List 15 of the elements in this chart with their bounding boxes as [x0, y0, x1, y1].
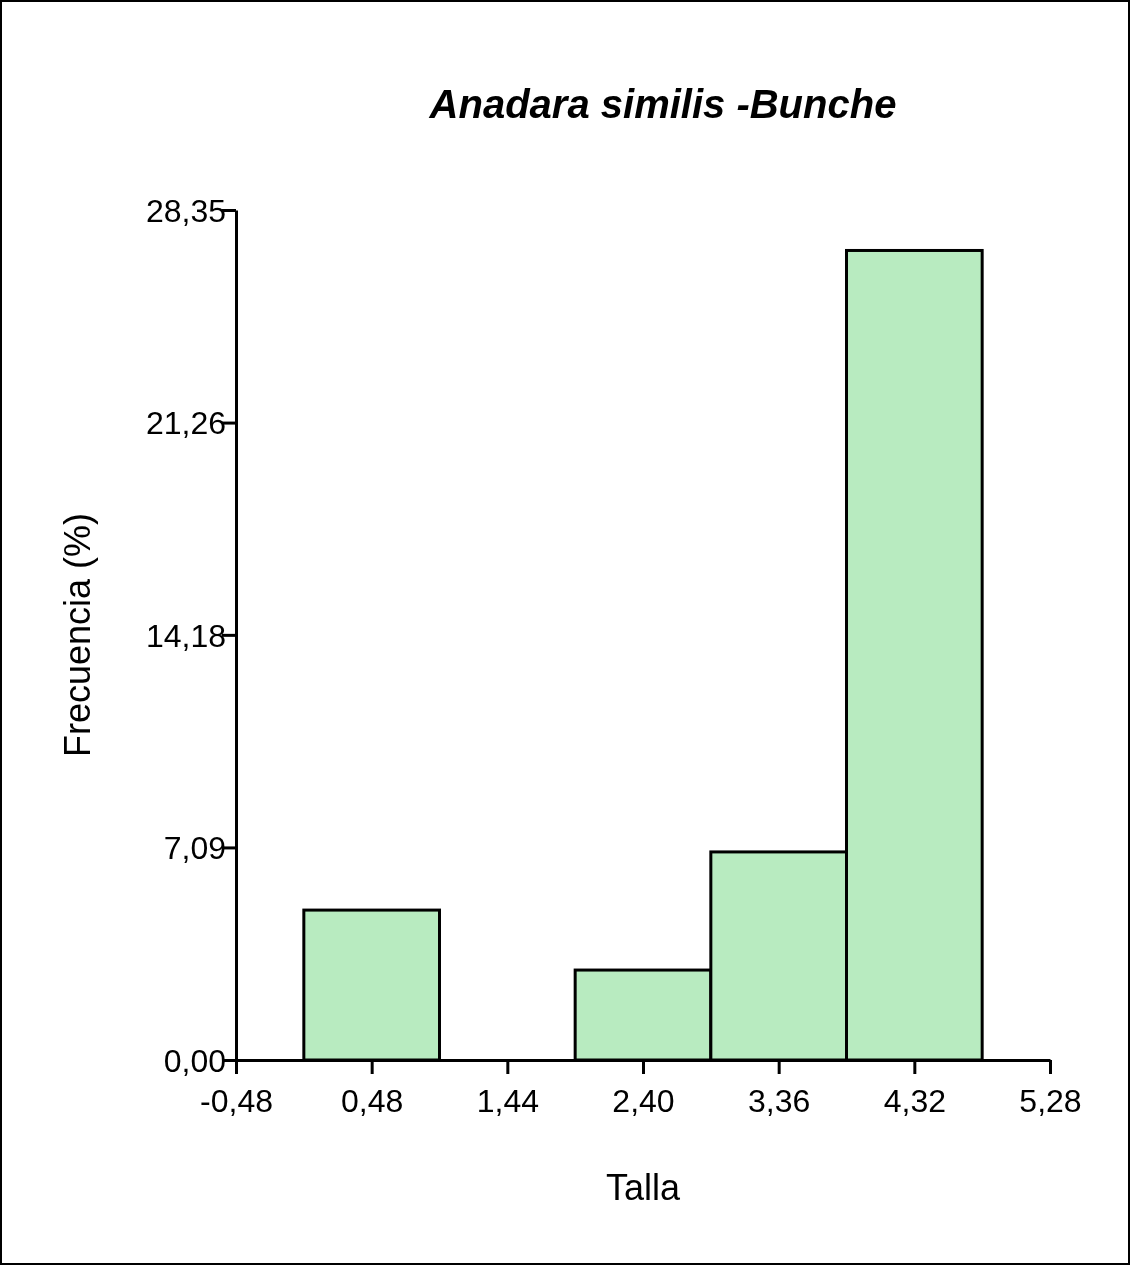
- y-tick-label: 0,00: [163, 1042, 226, 1079]
- y-tick-label: 14,18: [145, 617, 226, 654]
- chart-title: Anadara similis -Bunche: [428, 82, 897, 126]
- x-tick-label: 5,28: [1019, 1083, 1082, 1120]
- x-tick-label: 1,44: [476, 1083, 539, 1120]
- y-tick-label: 28,35: [145, 192, 226, 229]
- x-tick-label: 0,48: [341, 1083, 404, 1120]
- x-tick-label: 2,40: [612, 1083, 675, 1120]
- x-tick-label: 4,32: [883, 1083, 946, 1120]
- y-tick-label: 7,09: [163, 830, 226, 867]
- x-tick-label: -0,48: [200, 1083, 273, 1120]
- y-axis-title: Frecuencia (%): [57, 512, 98, 758]
- y-tick-label: 21,26: [145, 405, 226, 442]
- x-axis-title: Talla: [605, 1167, 681, 1208]
- x-tick-label: 3,36: [748, 1083, 811, 1120]
